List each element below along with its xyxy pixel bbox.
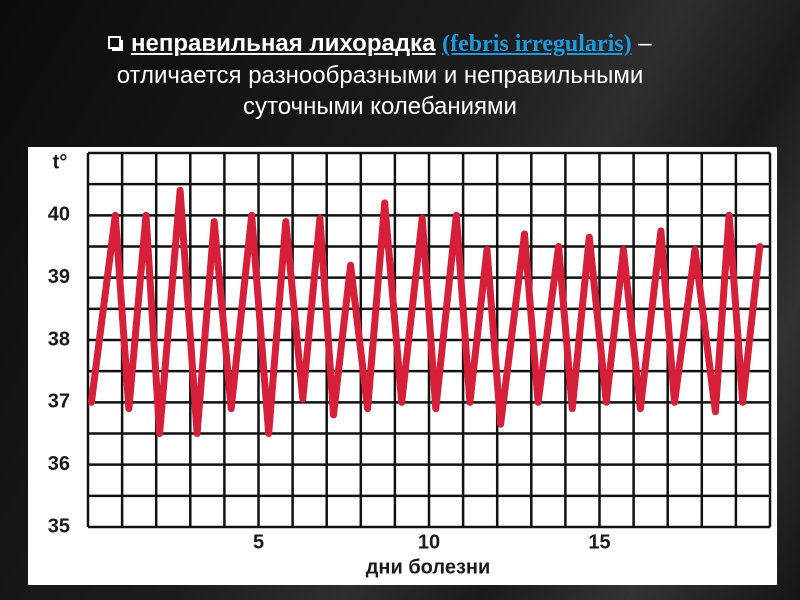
title-dash: – — [638, 30, 652, 57]
bullet-icon — [108, 36, 124, 51]
y-tick-label: 40 — [48, 204, 70, 226]
x-axis-label: дни болезни — [366, 556, 491, 578]
title-line-2: отличается разнообразными и неправильным… — [116, 62, 644, 89]
data-line — [87, 186, 764, 437]
y-tick-label: 37 — [48, 391, 70, 413]
slide-title: неправильная лихорадка (febris irregular… — [40, 28, 720, 122]
title-latin[interactable]: (febris irregularis) — [442, 31, 632, 57]
title-term: неправильная лихорадка — [131, 30, 436, 57]
title-line: неправильная лихорадка (febris irregular… — [40, 28, 720, 60]
y-tick-label: 36 — [48, 453, 70, 475]
x-tick-label: 10 — [418, 531, 440, 553]
x-tick-label: 5 — [253, 531, 264, 553]
y-tick-label: 38 — [48, 328, 70, 350]
y-axis-label: t° — [53, 151, 68, 173]
title-line-3: суточными колебаниями — [243, 93, 517, 120]
y-tick-label: 39 — [48, 266, 70, 288]
y-tick-label: 35 — [48, 515, 70, 537]
x-tick-label: 15 — [588, 531, 610, 553]
